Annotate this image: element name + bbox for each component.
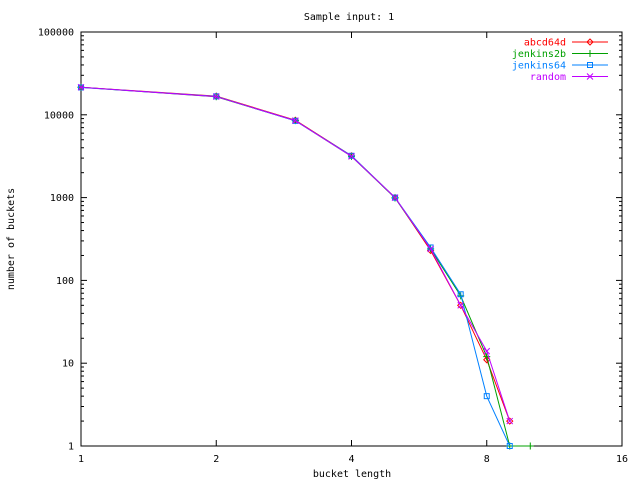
plot-frame — [80, 31, 623, 447]
x-tick-label: 8 — [484, 454, 490, 465]
data-point-random — [391, 194, 399, 201]
legend-label: abcd64d — [524, 38, 566, 49]
x-tick-label: 2 — [213, 454, 219, 465]
legend-label: random — [530, 72, 566, 83]
series-line-jenkins64 — [80, 86, 511, 447]
y-tick-label: 100000 — [38, 28, 74, 39]
series-jenkins2b — [77, 83, 534, 450]
data-point-jenkins64 — [483, 393, 490, 400]
y-tick-label: 1 — [68, 442, 74, 453]
data-point-jenkins64 — [348, 152, 355, 159]
data-point-random — [483, 347, 491, 355]
series-abcd64d — [77, 83, 514, 425]
legend-item-jenkins64: jenkins64 — [512, 61, 608, 72]
data-point-random — [427, 245, 434, 253]
data-point-abcd64d — [506, 417, 514, 425]
y-tick-label: 10000 — [44, 110, 74, 121]
data-point-random — [348, 152, 355, 160]
legend-marker — [586, 50, 594, 57]
series-jenkins64 — [78, 84, 513, 449]
data-point-random — [77, 83, 85, 91]
x-tick-label: 4 — [348, 454, 354, 465]
x-axis-label: bucket length — [313, 469, 391, 480]
data-point-abcd64d — [456, 301, 465, 310]
data-point-random — [292, 117, 299, 124]
data-point-random — [506, 417, 514, 425]
legend-label: jenkins2b — [512, 49, 566, 60]
y-axis-label: number of buckets — [6, 188, 17, 290]
legend-item-jenkins2b: jenkins2b — [512, 49, 608, 60]
y-tick-label: 10 — [62, 359, 74, 370]
legend-marker — [587, 62, 593, 68]
data-point-random — [457, 301, 465, 309]
legend-marker — [586, 73, 594, 80]
legend-marker — [586, 38, 594, 46]
axis-ticks: 1 2 4 8 16 1 10 100 1000 10000 100000 — [38, 28, 628, 466]
data-point-jenkins64 — [392, 194, 399, 201]
data-point-jenkins64 — [457, 291, 464, 298]
legend-label: jenkins64 — [512, 61, 566, 72]
series-line-random — [80, 86, 511, 422]
legend-item-random: random — [530, 72, 608, 83]
series-line-jenkins2b — [80, 86, 531, 447]
chart-title: Sample input: 1 — [304, 12, 394, 23]
data-point-random — [212, 93, 220, 100]
x-tick-label: 1 — [78, 454, 84, 465]
legend-item-abcd64d: abcd64d — [524, 38, 608, 49]
y-tick-label: 100 — [56, 276, 74, 287]
data-point-jenkins64 — [506, 443, 513, 449]
series-random — [77, 83, 514, 425]
data-point-jenkins2b — [526, 442, 534, 450]
series-layer — [77, 83, 534, 450]
y-tick-label: 1000 — [50, 193, 74, 204]
x-tick-label: 16 — [616, 454, 628, 465]
series-line-abcd64d — [80, 86, 511, 422]
data-point-jenkins64 — [292, 117, 299, 124]
